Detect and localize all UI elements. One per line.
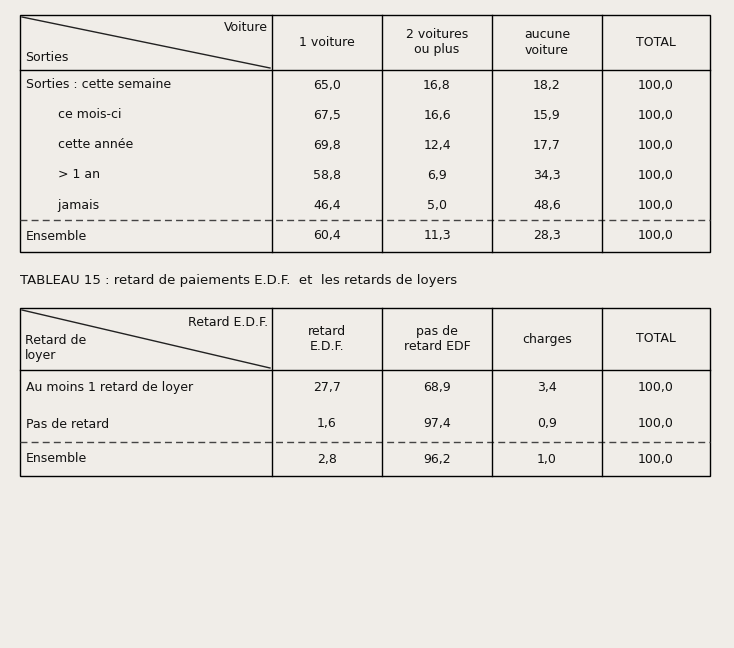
Text: 18,2: 18,2 <box>533 78 561 91</box>
Text: 1,6: 1,6 <box>317 417 337 430</box>
Text: 97,4: 97,4 <box>423 417 451 430</box>
Text: 27,7: 27,7 <box>313 382 341 395</box>
Text: 12,4: 12,4 <box>424 139 451 152</box>
Bar <box>20 308 710 476</box>
Text: > 1 an: > 1 an <box>26 168 100 181</box>
Text: 100,0: 100,0 <box>638 198 674 211</box>
Text: 16,8: 16,8 <box>423 78 451 91</box>
Text: 100,0: 100,0 <box>638 229 674 242</box>
Text: retard
E.D.F.: retard E.D.F. <box>308 325 346 353</box>
Bar <box>20 15 710 252</box>
Text: 2 voitures
ou plus: 2 voitures ou plus <box>406 29 468 56</box>
Text: TABLEAU 15 : retard de paiements E.D.F.  et  les retards de loyers: TABLEAU 15 : retard de paiements E.D.F. … <box>20 274 457 287</box>
Text: Retard E.D.F.: Retard E.D.F. <box>188 316 268 329</box>
Text: 100,0: 100,0 <box>638 417 674 430</box>
Text: ce mois-ci: ce mois-ci <box>26 108 122 122</box>
Text: 16,6: 16,6 <box>424 108 451 122</box>
Text: 67,5: 67,5 <box>313 108 341 122</box>
Text: Voiture: Voiture <box>224 21 268 34</box>
Text: 100,0: 100,0 <box>638 78 674 91</box>
Text: 15,9: 15,9 <box>533 108 561 122</box>
Text: 0,9: 0,9 <box>537 417 557 430</box>
Text: aucune
voiture: aucune voiture <box>524 29 570 56</box>
Text: 58,8: 58,8 <box>313 168 341 181</box>
Text: jamais: jamais <box>26 198 99 211</box>
Text: Pas de retard: Pas de retard <box>26 417 109 430</box>
Text: charges: charges <box>522 332 572 345</box>
Text: 100,0: 100,0 <box>638 108 674 122</box>
Text: 69,8: 69,8 <box>313 139 341 152</box>
Text: 100,0: 100,0 <box>638 168 674 181</box>
Text: Sorties: Sorties <box>25 51 68 64</box>
Text: cette année: cette année <box>26 139 134 152</box>
Text: TOTAL: TOTAL <box>636 36 676 49</box>
Text: Au moins 1 retard de loyer: Au moins 1 retard de loyer <box>26 382 193 395</box>
Text: 100,0: 100,0 <box>638 452 674 465</box>
Text: 11,3: 11,3 <box>424 229 451 242</box>
Text: 34,3: 34,3 <box>533 168 561 181</box>
Text: Ensemble: Ensemble <box>26 229 87 242</box>
Text: 3,4: 3,4 <box>537 382 557 395</box>
Text: 5,0: 5,0 <box>427 198 447 211</box>
Text: Ensemble: Ensemble <box>26 452 87 465</box>
Text: 60,4: 60,4 <box>313 229 341 242</box>
Text: 2,8: 2,8 <box>317 452 337 465</box>
Text: 65,0: 65,0 <box>313 78 341 91</box>
Text: 100,0: 100,0 <box>638 382 674 395</box>
Text: 6,9: 6,9 <box>427 168 447 181</box>
Text: Sorties : cette semaine: Sorties : cette semaine <box>26 78 171 91</box>
Text: Retard de
loyer: Retard de loyer <box>25 334 87 362</box>
Text: 28,3: 28,3 <box>533 229 561 242</box>
Text: 1,0: 1,0 <box>537 452 557 465</box>
Text: 46,4: 46,4 <box>313 198 341 211</box>
Text: 96,2: 96,2 <box>424 452 451 465</box>
Text: pas de
retard EDF: pas de retard EDF <box>404 325 470 353</box>
Text: 100,0: 100,0 <box>638 139 674 152</box>
Text: 1 voiture: 1 voiture <box>299 36 355 49</box>
Text: 48,6: 48,6 <box>533 198 561 211</box>
Text: 17,7: 17,7 <box>533 139 561 152</box>
Text: 68,9: 68,9 <box>423 382 451 395</box>
Text: TOTAL: TOTAL <box>636 332 676 345</box>
